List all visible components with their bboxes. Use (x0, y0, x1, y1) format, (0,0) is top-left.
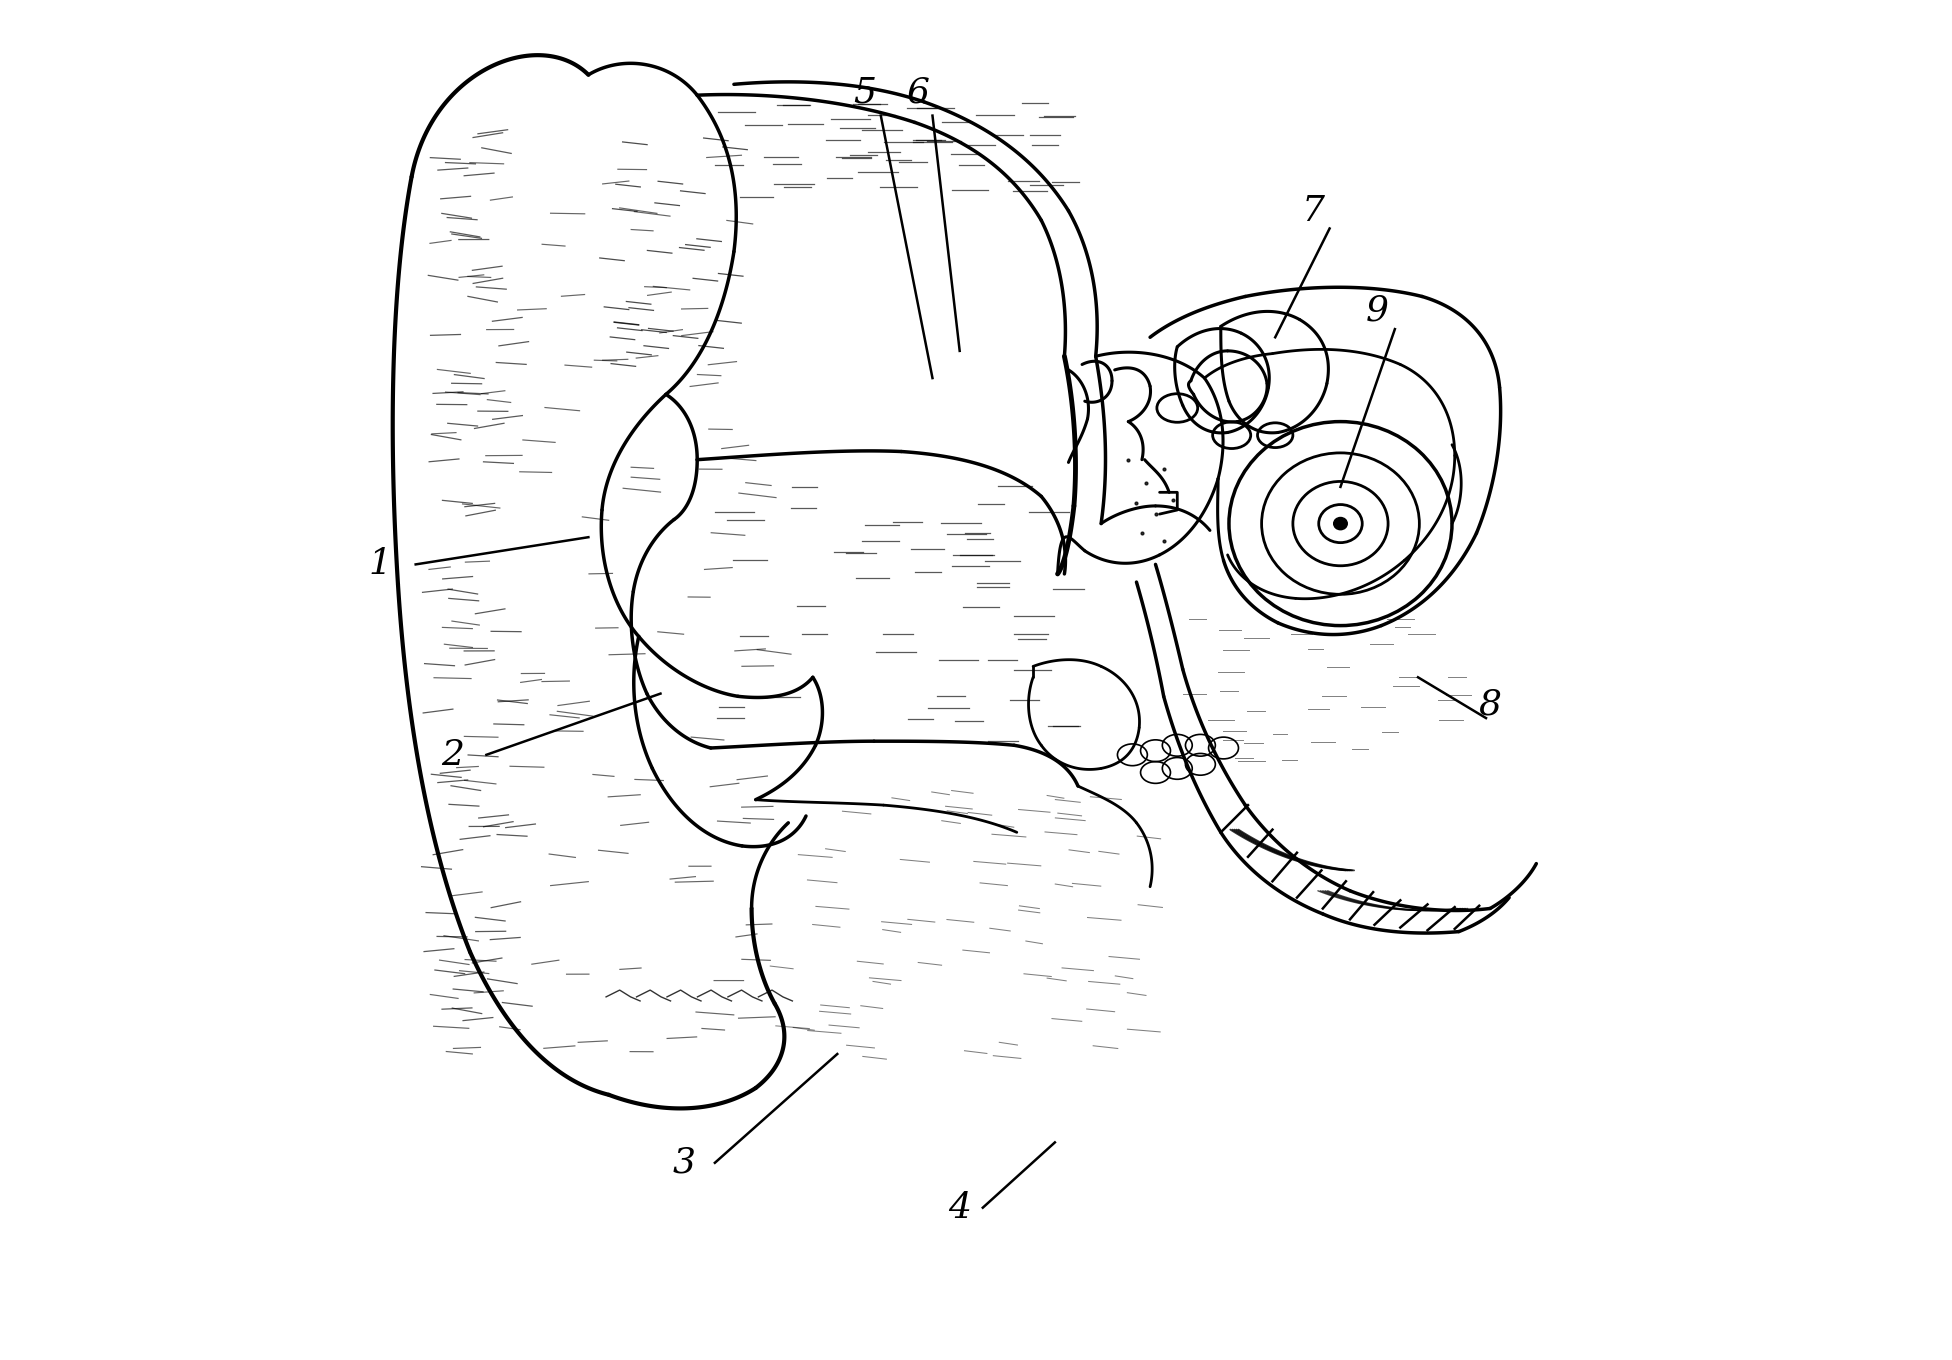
Text: 7: 7 (1302, 193, 1325, 227)
Text: 3: 3 (671, 1145, 695, 1179)
Text: 5: 5 (853, 75, 876, 110)
Text: 4: 4 (949, 1191, 972, 1225)
Text: 8: 8 (1478, 688, 1501, 721)
Text: 2: 2 (441, 737, 465, 772)
Text: 1: 1 (369, 547, 392, 582)
Text: 6: 6 (908, 75, 931, 110)
Text: 9: 9 (1366, 292, 1388, 326)
Ellipse shape (1333, 518, 1347, 530)
